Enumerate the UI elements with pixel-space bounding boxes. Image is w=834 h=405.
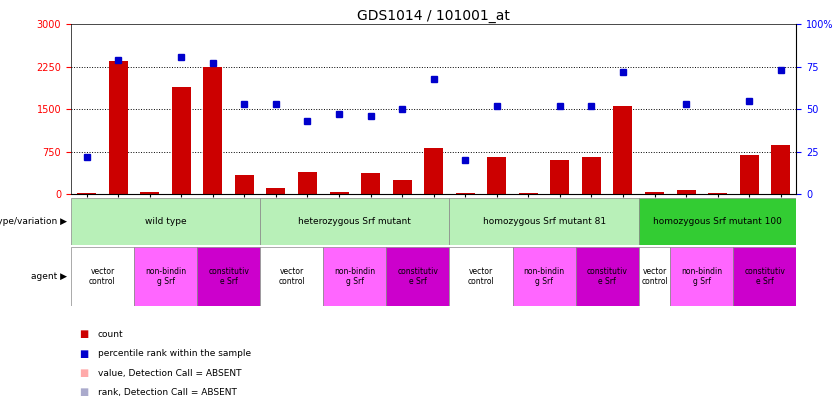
Bar (733, 247, 796, 306)
Text: non-bindin
g Srf: non-bindin g Srf (524, 267, 565, 286)
Bar (771, 145, 790, 194)
Bar (235, 175, 254, 194)
Bar (676, 190, 696, 194)
Text: homozygous Srf mutant 100: homozygous Srf mutant 100 (653, 217, 782, 226)
Bar (71, 247, 134, 306)
Bar (71, 198, 260, 245)
Bar (134, 247, 197, 306)
Text: ■: ■ (79, 368, 88, 378)
Bar (78, 193, 96, 194)
Bar (260, 247, 324, 306)
Text: percentile rank within the sample: percentile rank within the sample (98, 349, 251, 358)
Bar (393, 180, 412, 194)
Text: ■: ■ (79, 329, 88, 339)
Bar (639, 198, 796, 245)
Bar (425, 148, 443, 194)
Bar (645, 192, 664, 194)
Text: wild type: wild type (145, 217, 186, 226)
Bar (450, 247, 513, 306)
Bar (386, 247, 450, 306)
Text: homozygous Srf mutant 81: homozygous Srf mutant 81 (483, 217, 605, 226)
Bar (487, 157, 506, 194)
Text: non-bindin
g Srf: non-bindin g Srf (145, 267, 186, 286)
Text: ■: ■ (79, 388, 88, 397)
Bar (455, 193, 475, 194)
Bar (260, 198, 450, 245)
Text: vector
control: vector control (468, 267, 495, 286)
Bar (575, 247, 639, 306)
Bar (298, 172, 317, 194)
Text: constitutiv
e Srf: constitutiv e Srf (208, 267, 249, 286)
Text: non-bindin
g Srf: non-bindin g Srf (681, 267, 722, 286)
Bar (513, 247, 575, 306)
Bar (740, 155, 759, 194)
Bar (582, 157, 600, 194)
Bar (267, 188, 285, 194)
Text: heterozygous Srf mutant: heterozygous Srf mutant (299, 217, 411, 226)
Text: value, Detection Call = ABSENT: value, Detection Call = ABSENT (98, 369, 241, 377)
Text: vector
control: vector control (641, 267, 668, 286)
Text: count: count (98, 330, 123, 339)
Bar (361, 173, 380, 194)
Bar (172, 87, 191, 194)
Text: non-bindin
g Srf: non-bindin g Srf (334, 267, 375, 286)
Text: agent ▶: agent ▶ (31, 272, 67, 281)
Bar (519, 193, 538, 194)
Bar (614, 106, 632, 194)
Title: GDS1014 / 101001_at: GDS1014 / 101001_at (357, 9, 510, 23)
Bar (108, 61, 128, 194)
Bar (329, 192, 349, 194)
Text: genotype/variation ▶: genotype/variation ▶ (0, 217, 67, 226)
Bar (671, 247, 733, 306)
Text: constitutiv
e Srf: constitutiv e Srf (745, 267, 786, 286)
Bar (639, 247, 671, 306)
Bar (324, 247, 386, 306)
Bar (550, 160, 570, 194)
Text: vector
control: vector control (89, 267, 116, 286)
Text: constitutiv
e Srf: constitutiv e Srf (398, 267, 439, 286)
Bar (450, 198, 639, 245)
Bar (708, 193, 727, 194)
Bar (140, 192, 159, 194)
Text: rank, Detection Call = ABSENT: rank, Detection Call = ABSENT (98, 388, 237, 397)
Bar (197, 247, 260, 306)
Text: constitutiv
e Srf: constitutiv e Srf (587, 267, 628, 286)
Text: vector
control: vector control (279, 267, 305, 286)
Text: ■: ■ (79, 349, 88, 358)
Bar (203, 67, 223, 194)
